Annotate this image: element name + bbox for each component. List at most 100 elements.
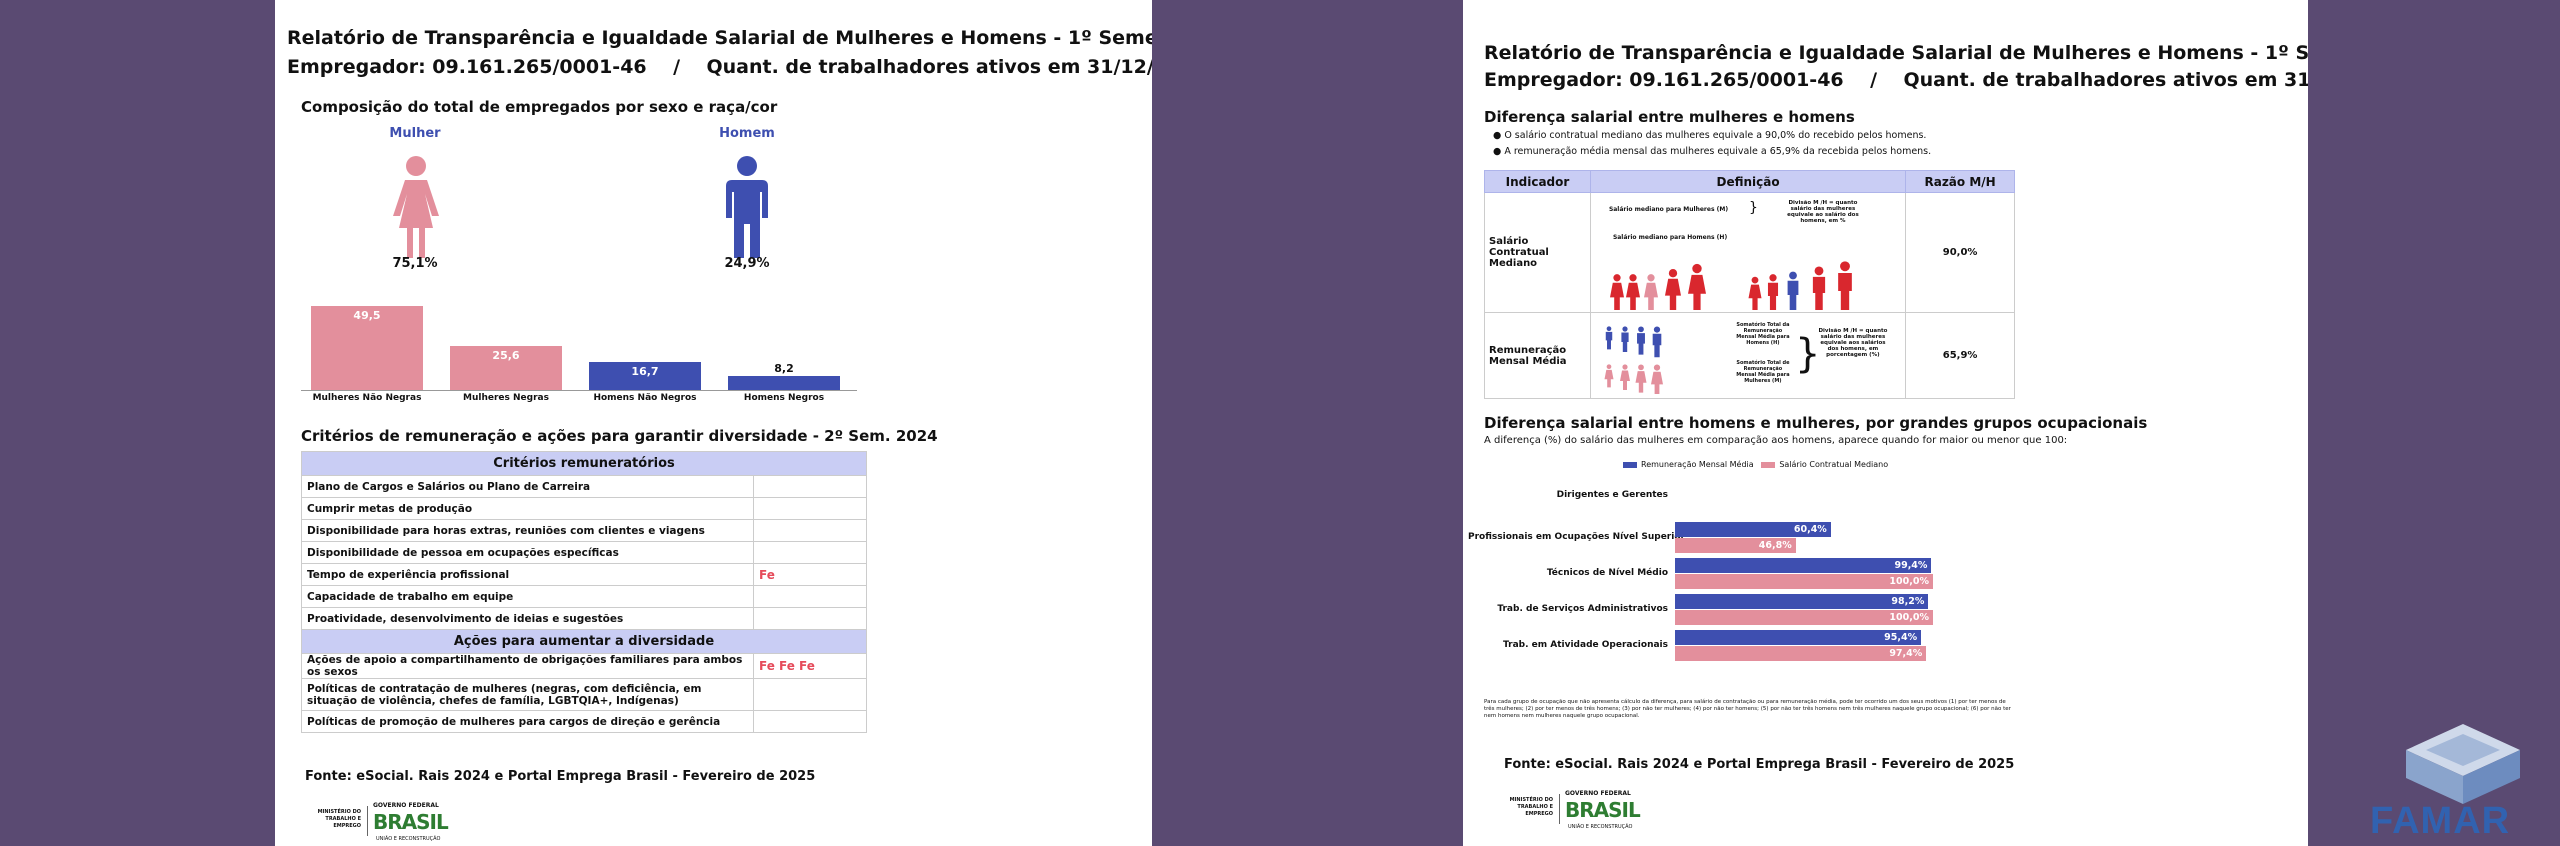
action-row: Políticas de promoção de mulheres para c…	[301, 710, 867, 733]
brasil-logo-2: BRASIL	[1565, 798, 1641, 822]
criteria-header-label: Critérios remuneratórios	[301, 451, 867, 476]
bar-value-label: 25,6	[492, 349, 520, 363]
male-person-icon	[1652, 325, 1662, 357]
criteria-header: Critérios remuneratórios	[301, 451, 867, 476]
criteria-row-mark-icon	[753, 475, 867, 498]
hbar-value-label: 95,4%	[1884, 632, 1918, 643]
group-label: Dirigentes e Gerentes	[1556, 490, 1668, 500]
ministry-label: MINISTÉRIO DO TRABALHO E EMPREGO	[317, 809, 361, 829]
action-row-mark-icon: Fe Fe Fe	[753, 653, 867, 679]
row1-def-c: Divisão M /H = quanto salário das mulher…	[1787, 199, 1859, 224]
female-label: Mulher	[389, 126, 441, 141]
bullet-1: ● O salário contratual mediano das mulhe…	[1493, 130, 1927, 141]
row2-label: Remuneração Mensal Média	[1484, 312, 1591, 399]
footnote: Para cada grupo de ocupação que não apre…	[1484, 699, 2011, 719]
hbar-value-label: 100,0%	[1889, 612, 1929, 623]
composition-title: Composição do total de empregados por se…	[301, 98, 778, 116]
hbar-2-0	[1675, 558, 1932, 573]
person-icon	[1812, 265, 1826, 310]
criteria-row: Disponibilidade de pessoa em ocupações e…	[301, 541, 867, 564]
male-person-icon	[1605, 325, 1613, 349]
bar-1	[450, 346, 562, 390]
employer-line: Empregador: 09.161.265/0001-46 / Quant. …	[287, 56, 1152, 78]
criteria-row-label: Tempo de experiência profissional	[301, 563, 754, 586]
hbar-3-0	[1675, 594, 1929, 609]
person-icon	[1625, 273, 1640, 310]
criteria-row: Disponibilidade para horas extras, reuni…	[301, 519, 867, 542]
category-label: Homens Não Negros	[593, 393, 697, 403]
hbar-value-label: 100,0%	[1889, 576, 1929, 587]
hbar-4-0	[1675, 630, 1922, 645]
action-row-label: Políticas de contratação de mulheres (ne…	[301, 678, 754, 711]
col-definicao: Definição	[1589, 170, 1907, 193]
actions-header-label: Ações para aumentar a diversidade	[301, 629, 867, 654]
people-icons-row1	[1609, 260, 1852, 310]
brasil-logo: BRASIL	[373, 810, 449, 834]
group-label: Técnicos de Nível Médio	[1546, 568, 1668, 578]
legend-swatch-blue	[1623, 461, 1637, 468]
action-row: Ações de apoio a compartilhamento de obr…	[301, 653, 867, 679]
row2-def-a: Somatório Total da Remuneração Mensal Mé…	[1736, 321, 1790, 346]
occupational-bar-chart: Dirigentes e Gerentes Profissionais em Oc…	[1463, 490, 2063, 661]
criteria-row-label: Cumprir metas de produção	[301, 497, 754, 520]
criteria-row-mark-icon	[753, 519, 867, 542]
group-label: Trab. em Atividade Operacionais	[1502, 640, 1668, 650]
category-label: Mulheres Não Negras	[312, 393, 422, 403]
bar-3	[728, 376, 840, 390]
male-label: Homem	[719, 126, 775, 141]
diff-title: Diferença salarial entre mulheres e home…	[1484, 108, 1855, 126]
hbar-value-label: 98,2%	[1891, 596, 1925, 607]
criteria-row-label: Plano de Cargos e Salários ou Plano de C…	[301, 475, 754, 498]
person-icon	[1767, 273, 1778, 310]
action-row: Políticas de contratação de mulheres (ne…	[301, 678, 867, 711]
legend-label-1: Salário Contratual Mediano	[1779, 460, 1889, 469]
occ-title: Diferença salarial entre homens e mulher…	[1484, 414, 2148, 432]
hbar-1-1	[1675, 538, 1796, 553]
criteria-row: Tempo de experiência profissional Fe	[301, 563, 867, 586]
bar-2	[589, 361, 701, 390]
report-page-1: Relatório de Transparência e Igualdade S…	[275, 0, 1152, 846]
female-person-icon	[1604, 363, 1614, 387]
bar-value-label: 16,7	[631, 364, 659, 378]
row2-ratio: 65,9%	[1905, 312, 2015, 399]
bar-0	[311, 305, 423, 390]
person-icon	[1643, 273, 1658, 310]
gov-label-2: GOVERNO FEDERAL	[1565, 790, 1631, 797]
group-label: Profissionais em Ocupações Nível Superio…	[1468, 532, 1685, 542]
person-icon	[1787, 271, 1799, 310]
criteria-row-mark-icon	[753, 607, 867, 630]
hbar-value-label: 60,4%	[1793, 524, 1827, 535]
person-icon	[1664, 268, 1681, 310]
hbar-value-label: 99,4%	[1894, 560, 1928, 571]
row1-ratio: 90,0%	[1905, 192, 2015, 313]
logo-divider-2	[1559, 794, 1560, 824]
action-row-mark-icon	[753, 678, 867, 711]
action-row-label: Políticas de promoção de mulheres para c…	[301, 710, 754, 733]
hbar-4-1	[1675, 646, 1927, 661]
hbar-1-0	[1675, 522, 1831, 537]
female-person-icon	[1635, 363, 1647, 393]
female-person-icon	[1619, 363, 1630, 390]
row1-label: Salário Contratual Mediano	[1484, 192, 1591, 313]
brace-icon-2: }	[1794, 330, 1821, 377]
criteria-row: Capacidade de trabalho em equipe	[301, 585, 867, 608]
report-title-2: Relatório de Transparência e Igualdade S…	[1484, 42, 2308, 64]
legend-label-0: Remuneração Mensal Média	[1641, 460, 1754, 469]
actions-header: Ações para aumentar a diversidade	[301, 629, 867, 654]
hbar-value-label: 97,4%	[1889, 648, 1923, 659]
criteria-row-label: Capacidade de trabalho em equipe	[301, 585, 754, 608]
criteria-row-mark-icon: Fe	[753, 563, 867, 586]
criteria-row: Cumprir metas de produção	[301, 497, 867, 520]
indicator-table: Indicador Definição Razão M/H Salário Co…	[1484, 170, 2015, 399]
category-label: Mulheres Negras	[463, 393, 549, 403]
action-row-mark-icon	[753, 710, 867, 733]
people-icons-row2	[1604, 325, 1663, 394]
female-person-icon	[1650, 363, 1663, 394]
person-icon	[1687, 263, 1706, 310]
bullet-1-text: O salário contratual mediano das mulhere…	[1504, 130, 1927, 141]
action-row-label: Ações de apoio a compartilhamento de obr…	[301, 653, 754, 679]
criteria-row-label: Disponibilidade para horas extras, reuni…	[301, 519, 754, 542]
person-icon	[1748, 276, 1762, 310]
criteria-row-label: Proatividade, desenvolvimento de ideias …	[301, 607, 754, 630]
male-person-icon	[726, 156, 768, 258]
